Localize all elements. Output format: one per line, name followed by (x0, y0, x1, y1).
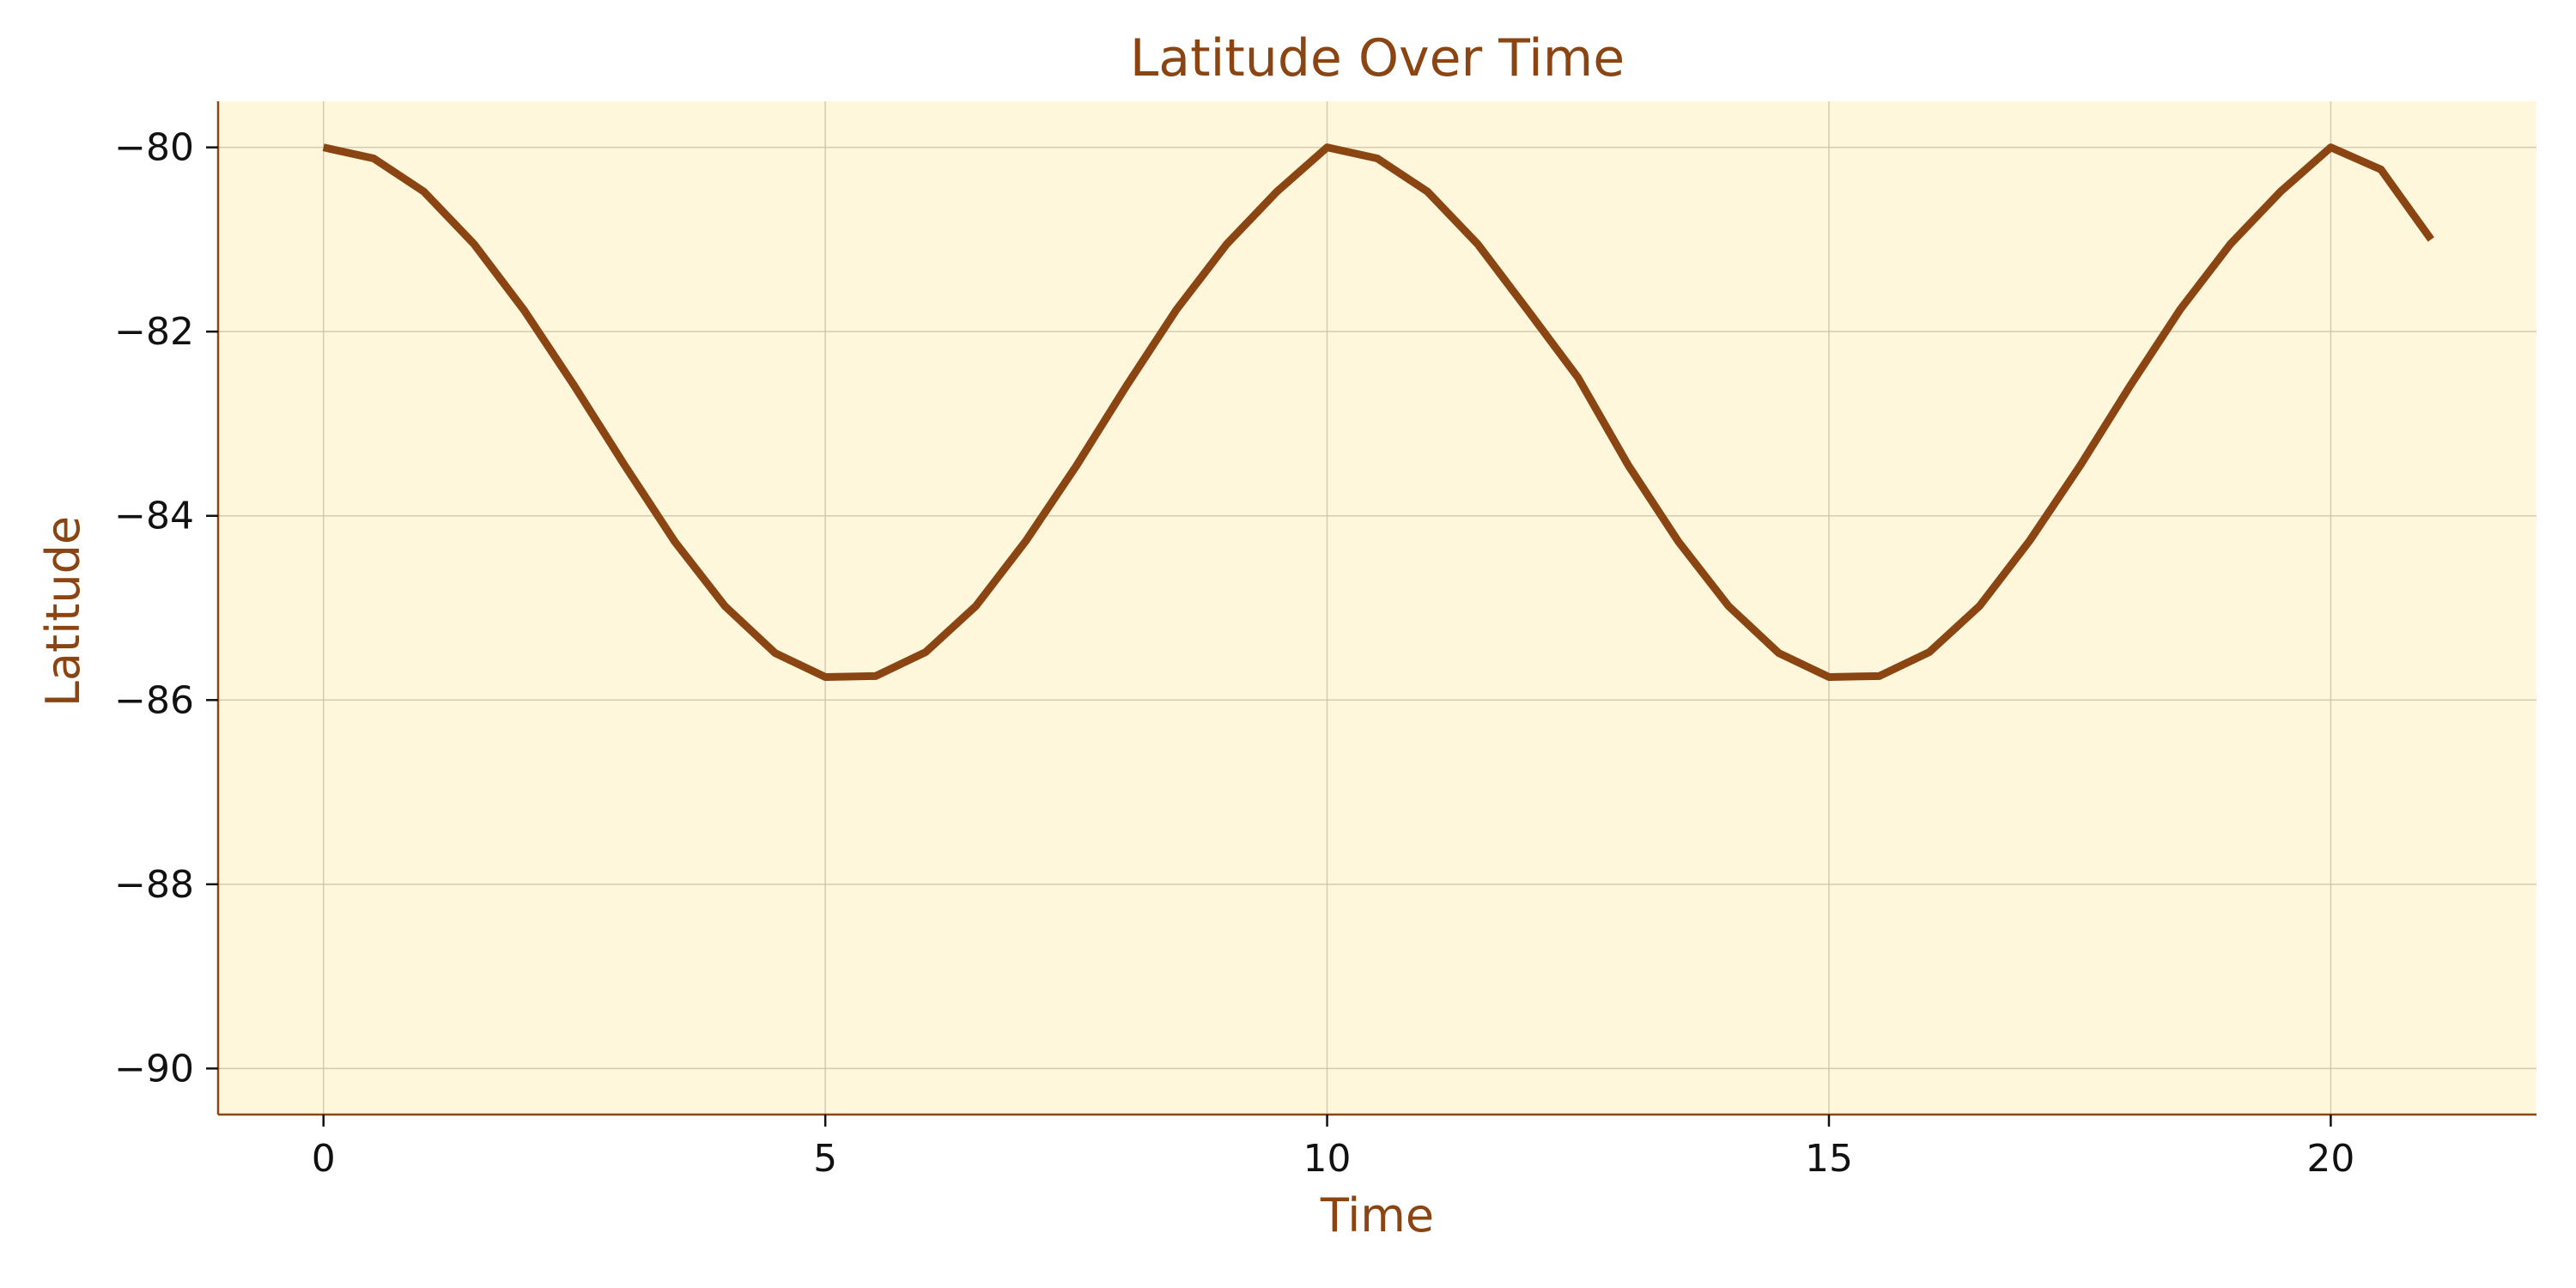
y-tick-label: −84 (114, 495, 194, 538)
y-tick-label: −86 (114, 678, 194, 722)
y-axis-ticks: −80 −82 −84 −86 −88 −90 (114, 126, 218, 1091)
latitude-line (322, 143, 2434, 681)
chart-title: Latitude Over Time (1130, 28, 1625, 88)
y-tick-label: −90 (114, 1047, 194, 1091)
plot-background (218, 101, 2537, 1115)
x-tick-label: 10 (1303, 1137, 1352, 1181)
x-tick-label: 5 (813, 1137, 837, 1181)
x-tick-label: 0 (312, 1137, 336, 1181)
x-axis-ticks: 0 5 10 15 20 (312, 1115, 2354, 1181)
y-tick-label: −82 (114, 310, 194, 354)
x-tick-label: 15 (1805, 1137, 1853, 1181)
grid (218, 101, 2537, 1115)
y-tick-label: −88 (114, 863, 194, 907)
x-tick-label: 20 (2306, 1137, 2354, 1181)
x-axis-label: Time (1320, 1188, 1434, 1242)
y-tick-label: −80 (114, 126, 194, 170)
y-axis-label: Latitude (36, 516, 90, 707)
